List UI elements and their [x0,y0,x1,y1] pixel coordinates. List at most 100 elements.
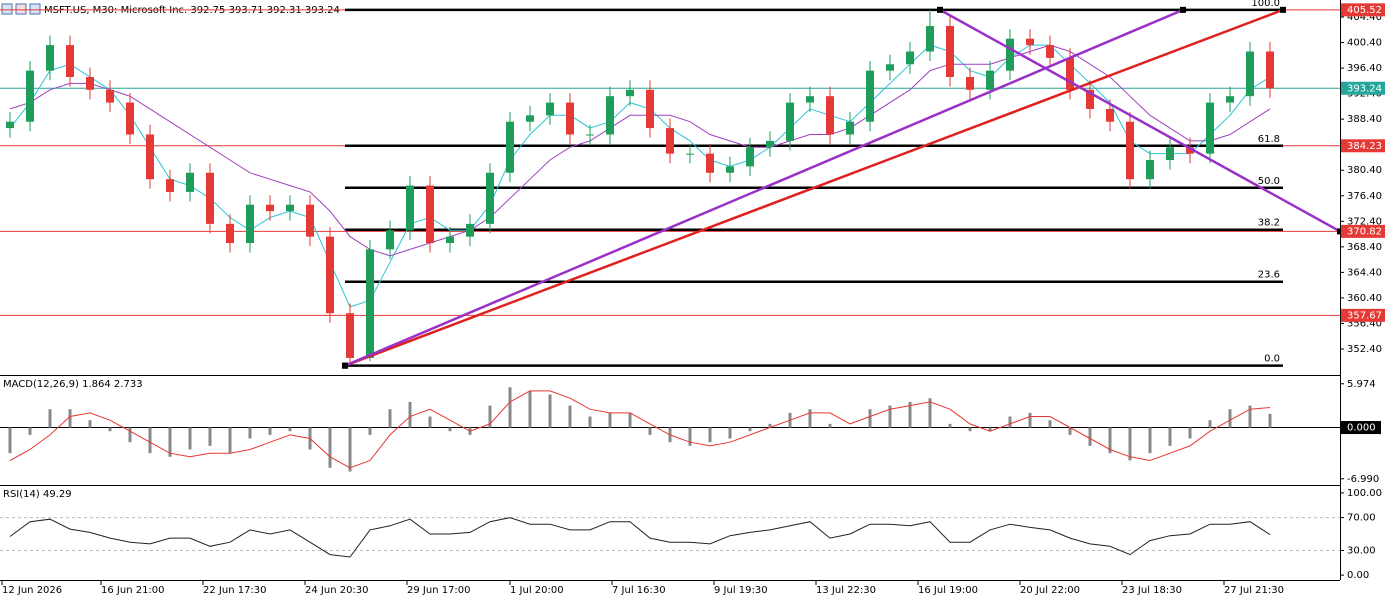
candle-body [726,166,734,173]
candle-body [166,179,174,192]
candle-body [526,115,534,122]
candle-body [586,134,594,136]
y-tick-label: 356.40 [1347,318,1382,329]
trendline-anchor [937,6,943,13]
macd-bar [988,427,992,432]
fib-label: 61.8 [1258,134,1280,145]
y-tick-label: 396.40 [1347,63,1382,74]
moving-average [9,44,1271,308]
candle-body [6,121,14,129]
y-tick-label: 352.40 [1347,344,1382,355]
candle-body [106,89,114,103]
y-tick-label: 0.00 [1347,570,1369,581]
candle-body [326,236,334,314]
candle-body [1086,89,1094,109]
macd-bar [828,423,832,428]
macd-bar [368,427,372,435]
candle-body [986,70,994,90]
candle-body [546,102,554,116]
candle-body [346,313,354,358]
candle-body [146,134,154,180]
candle-body [686,153,694,155]
candle-body [626,89,634,97]
price-box [1341,224,1385,238]
x-tick-label: 16 Jul 19:00 [918,585,978,596]
trendline-anchor [1337,228,1343,235]
x-tick-label: 16 Jun 21:00 [101,585,165,596]
macd-bar [928,398,932,428]
candle-body [1106,108,1114,122]
macd-bar [148,427,152,454]
candle-body [286,204,294,212]
candle-body [646,89,654,129]
candle-body [386,230,394,250]
candle-body [806,96,814,103]
macd-bar [768,423,772,428]
candle-body [946,25,954,78]
fib-label: 0.0 [1264,354,1280,365]
macd-bar [88,420,92,428]
fib-label: 38.2 [1258,218,1280,229]
macd-bar [868,409,872,428]
macd-bar [128,427,132,443]
macd-bar [1208,420,1212,428]
candle-body [246,204,254,244]
macd-bar [1088,427,1092,446]
candle-body [266,204,274,212]
macd-bar [8,427,12,454]
trendline [939,8,1341,233]
macd-bar [1268,413,1272,428]
candle-body [746,147,754,167]
panel-title: RSI(14) 49.29 [3,489,72,500]
macd-bar [808,409,812,428]
candle-body [506,121,514,173]
fib-label: 23.6 [1258,270,1280,281]
price-box-label: 357.67 [1347,310,1382,321]
macd-bar [708,427,712,443]
y-tick-label: 5.974 [1347,379,1376,390]
frame [0,0,1341,581]
macd-bar [108,427,112,432]
symbol-icons [1,3,41,15]
macd-bar [388,409,392,428]
icon [1,3,13,15]
price-box [1341,139,1385,153]
macd-bar [48,409,52,428]
x-tick-label: 7 Jul 16:30 [612,585,666,596]
y-tick-label: 400.40 [1347,38,1382,49]
macd-bar [348,427,352,472]
macd-bar [888,405,892,428]
macd-bar [248,427,252,439]
x-tick-label: 13 Jul 22:30 [816,585,876,596]
macd-bar [408,401,412,428]
price-box [1341,3,1385,17]
value-box [1341,421,1381,435]
macd-bar [628,412,632,428]
macd-bar [1248,405,1252,428]
candle-body [46,45,54,71]
x-tick-label: 29 Jun 17:00 [407,585,471,596]
candle-body [766,140,774,148]
icon [15,3,27,15]
macd-bar [168,427,172,457]
y-tick-label: 372.40 [1347,216,1382,227]
y-tick-label: 360.40 [1347,293,1382,304]
rsi-line [9,517,1271,558]
macd-bar [588,416,592,428]
candle-body [226,223,234,244]
candle-body [1266,51,1274,89]
x-tick-label: 27 Jul 21:30 [1224,585,1284,596]
candle-body [786,102,794,141]
candle-body [406,185,414,231]
macd-bar [1168,427,1172,446]
x-tick-label: 20 Jul 22:00 [1020,585,1080,596]
macd-bar [748,427,752,432]
macd-bar [68,409,72,428]
macd-bar [288,427,292,432]
macd-bar [1228,409,1232,428]
candle-body [126,102,134,135]
x-tick-label: 12 Jun 2026 [2,585,62,596]
